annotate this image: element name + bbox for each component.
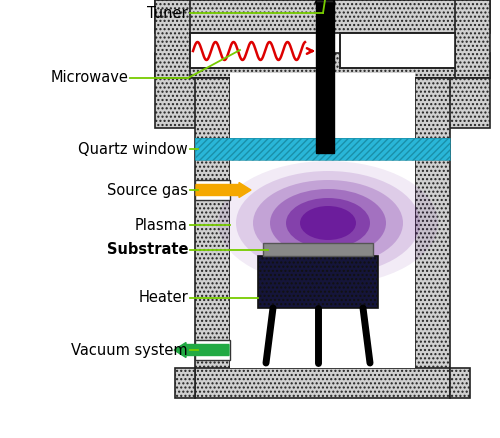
Bar <box>316 0 334 153</box>
Bar <box>195 138 450 160</box>
Bar <box>455 0 490 78</box>
Bar <box>175 368 195 398</box>
Ellipse shape <box>236 171 420 275</box>
Bar <box>195 78 230 373</box>
Bar <box>415 78 450 373</box>
Bar <box>450 368 470 398</box>
Text: Heater: Heater <box>138 290 188 305</box>
Ellipse shape <box>286 198 370 248</box>
FancyArrow shape <box>196 183 251 198</box>
Ellipse shape <box>270 189 386 257</box>
Bar <box>195 368 450 398</box>
FancyArrow shape <box>174 343 229 357</box>
Text: Substrate: Substrate <box>106 243 188 258</box>
Bar <box>258 256 378 308</box>
Ellipse shape <box>218 161 438 285</box>
Text: Vacuum system: Vacuum system <box>72 343 188 357</box>
Text: Source gas: Source gas <box>107 183 188 198</box>
Bar <box>195 180 230 200</box>
Ellipse shape <box>253 180 403 266</box>
Bar <box>155 53 490 78</box>
Text: Plasma: Plasma <box>135 218 188 233</box>
Bar <box>155 0 190 78</box>
Bar <box>263 243 373 256</box>
Bar <box>230 73 415 368</box>
Text: Quartz window: Quartz window <box>78 141 188 156</box>
Bar <box>190 33 325 68</box>
Polygon shape <box>315 0 335 3</box>
Bar <box>155 78 230 128</box>
Bar <box>195 340 230 360</box>
Bar <box>340 33 455 68</box>
Bar <box>195 138 450 160</box>
Ellipse shape <box>300 206 356 240</box>
Bar <box>155 0 490 33</box>
Bar <box>415 78 490 128</box>
Text: Microwave: Microwave <box>50 71 128 85</box>
Text: Tuner: Tuner <box>148 6 188 21</box>
